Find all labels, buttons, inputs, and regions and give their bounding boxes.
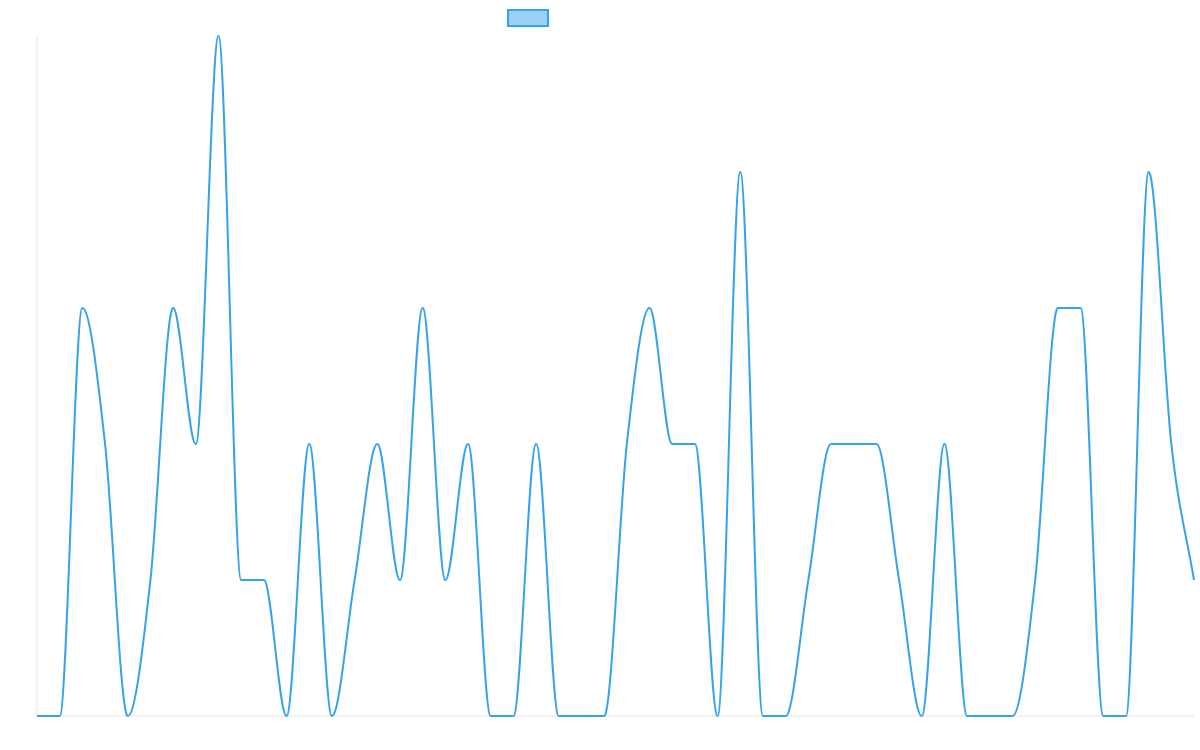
legend-swatch [507, 9, 549, 27]
line [37, 34, 1195, 718]
